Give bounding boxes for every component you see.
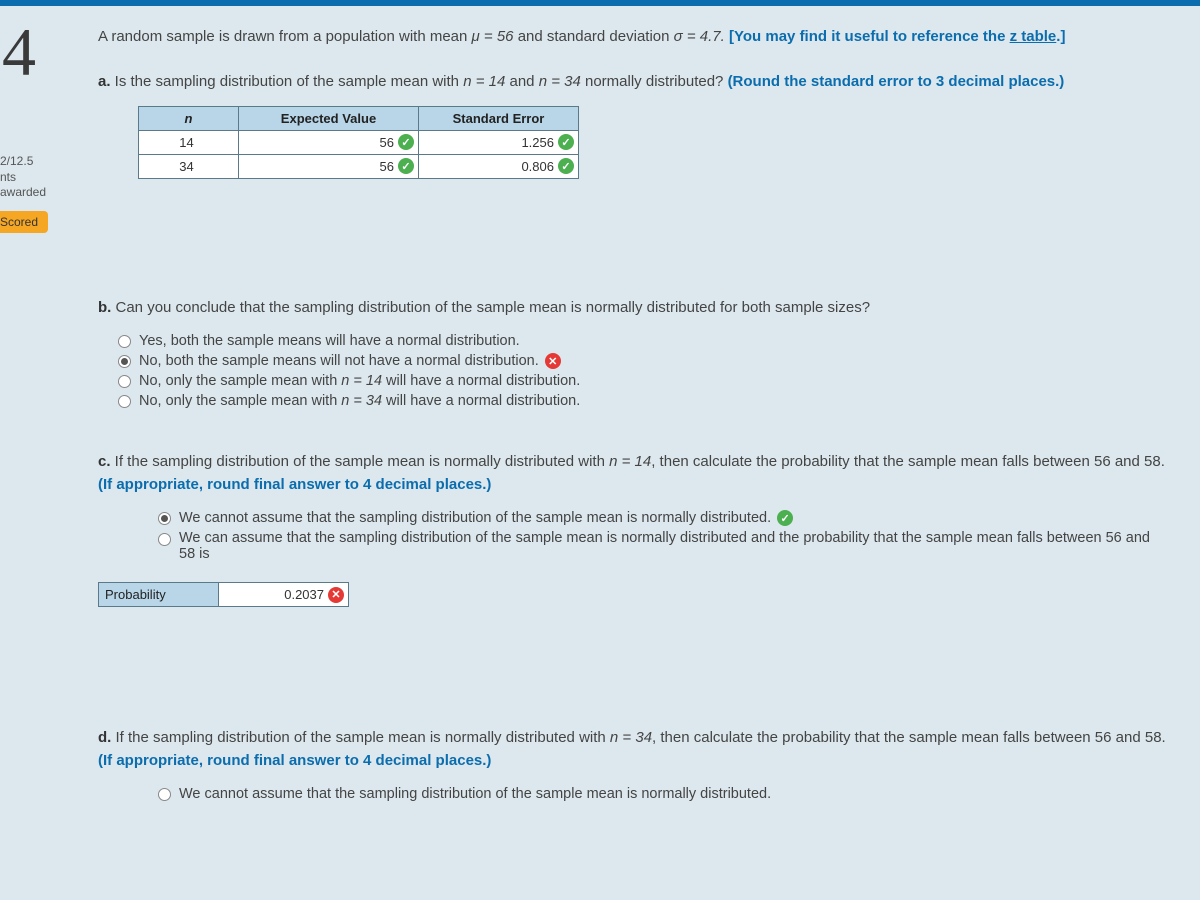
points-awarded: 2/12.5 nts awarded bbox=[0, 154, 60, 201]
pa-t3: normally distributed? bbox=[581, 73, 728, 90]
part-b-prompt: b. Can you conclude that the sampling di… bbox=[98, 297, 1170, 320]
pa-t1: Is the sampling distribution of the samp… bbox=[111, 73, 464, 90]
prob-cell[interactable]: 0.2037✕ bbox=[219, 583, 348, 606]
pb-text: Can you conclude that the sampling distr… bbox=[111, 299, 870, 316]
check-icon: ✓ bbox=[558, 134, 574, 150]
prob-label: Probability bbox=[99, 583, 219, 607]
pd-hint: (If appropriate, round final answer to 4… bbox=[98, 752, 491, 769]
option-c1[interactable]: We cannot assume that the sampling distr… bbox=[158, 508, 1170, 528]
hint-prefix: [You may find it useful to reference the bbox=[725, 28, 1010, 45]
cell-n-1[interactable]: 14 bbox=[139, 131, 238, 154]
part-c-prompt: c. If the sampling distribution of the s… bbox=[98, 451, 1170, 496]
part-d-prompt: d. If the sampling distribution of the s… bbox=[98, 727, 1170, 772]
question-number: 4 bbox=[0, 18, 60, 86]
part-a-prompt: a. Is the sampling distribution of the s… bbox=[98, 71, 1170, 94]
check-icon: ✓ bbox=[398, 158, 414, 174]
part-b-options: Yes, both the sample means will have a n… bbox=[118, 331, 1170, 411]
cell-se-2[interactable]: 0.806✓ bbox=[419, 155, 578, 178]
pc-t2: , then calculate the probability that th… bbox=[651, 453, 1165, 470]
radio-icon bbox=[158, 512, 171, 525]
points-line2: nts awarded bbox=[0, 170, 46, 200]
probability-table: Probability 0.2037✕ bbox=[98, 582, 349, 607]
cell-se-1[interactable]: 1.256✓ bbox=[419, 131, 578, 154]
radio-icon bbox=[158, 788, 171, 801]
cell-ev-2[interactable]: 56✓ bbox=[239, 155, 418, 178]
option-b2[interactable]: No, both the sample means will not have … bbox=[118, 351, 1170, 371]
opt-text: No, only the sample mean with n = 34 wil… bbox=[139, 393, 580, 409]
part-a-label: a. bbox=[98, 73, 111, 90]
main-container: 4 2/12.5 nts awarded Scored A random sam… bbox=[0, 6, 1200, 900]
option-c2[interactable]: We can assume that the sampling distribu… bbox=[158, 528, 1170, 564]
pc-n: n = 14 bbox=[609, 453, 651, 470]
check-icon: ✓ bbox=[558, 158, 574, 174]
points-line1: 2/12.5 bbox=[0, 154, 33, 168]
cell-ev-1[interactable]: 56✓ bbox=[239, 131, 418, 154]
table-row: 14 56✓ 1.256✓ bbox=[139, 130, 579, 154]
opt-text: We cannot assume that the sampling distr… bbox=[179, 510, 771, 526]
radio-icon bbox=[118, 355, 131, 368]
opt-text: We cannot assume that the sampling distr… bbox=[179, 786, 771, 802]
cell-n-2[interactable]: 34 bbox=[139, 155, 238, 178]
radio-icon bbox=[118, 395, 131, 408]
opt-text: No, both the sample means will not have … bbox=[139, 353, 539, 369]
part-b-label: b. bbox=[98, 299, 111, 316]
table-row: 34 56✓ 0.806✓ bbox=[139, 154, 579, 178]
check-icon: ✓ bbox=[777, 510, 793, 526]
pa-n1: n = 14 bbox=[463, 73, 505, 90]
option-d1[interactable]: We cannot assume that the sampling distr… bbox=[158, 784, 1170, 804]
opt-text: Yes, both the sample means will have a n… bbox=[139, 333, 520, 349]
part-d-options: We cannot assume that the sampling distr… bbox=[158, 784, 1170, 804]
sigma-value: σ = 4.7. bbox=[674, 28, 725, 45]
pd-t1: If the sampling distribution of the samp… bbox=[111, 729, 610, 746]
opt-text: We can assume that the sampling distribu… bbox=[179, 530, 1159, 562]
option-b1[interactable]: Yes, both the sample means will have a n… bbox=[118, 331, 1170, 351]
intro-text: A random sample is drawn from a populati… bbox=[98, 28, 472, 45]
pa-hint: (Round the standard error to 3 decimal p… bbox=[728, 73, 1065, 90]
z-table-link[interactable]: z table bbox=[1010, 28, 1057, 45]
sidebar: 4 2/12.5 nts awarded Scored bbox=[0, 6, 60, 900]
pc-t1: If the sampling distribution of the samp… bbox=[111, 453, 610, 470]
pd-t2: , then calculate the probability that th… bbox=[652, 729, 1166, 746]
intro-text2: and standard deviation bbox=[514, 28, 674, 45]
pa-n2: n = 34 bbox=[539, 73, 581, 90]
opt-text: No, only the sample mean with n = 14 wil… bbox=[139, 373, 580, 389]
question-intro: A random sample is drawn from a populati… bbox=[98, 26, 1170, 47]
th-ev: Expected Value bbox=[239, 106, 419, 130]
radio-icon bbox=[118, 375, 131, 388]
scored-badge: Scored bbox=[0, 211, 48, 233]
pa-t2: and bbox=[505, 73, 538, 90]
part-c-options: We cannot assume that the sampling distr… bbox=[158, 508, 1170, 564]
part-d-label: d. bbox=[98, 729, 111, 746]
radio-icon bbox=[158, 533, 171, 546]
mu-value: μ = 56 bbox=[472, 28, 514, 45]
th-n: n bbox=[139, 106, 239, 130]
hint-suffix: .] bbox=[1056, 28, 1065, 45]
check-icon: ✓ bbox=[398, 134, 414, 150]
part-a-table: n Expected Value Standard Error 14 56✓ 1… bbox=[138, 106, 579, 179]
pc-hint: (If appropriate, round final answer to 4… bbox=[98, 476, 491, 493]
question-content: A random sample is drawn from a populati… bbox=[60, 6, 1200, 900]
option-b3[interactable]: No, only the sample mean with n = 14 wil… bbox=[118, 371, 1170, 391]
radio-icon bbox=[118, 335, 131, 348]
part-c-label: c. bbox=[98, 453, 111, 470]
option-b4[interactable]: No, only the sample mean with n = 34 wil… bbox=[118, 391, 1170, 411]
pd-n: n = 34 bbox=[610, 729, 652, 746]
x-icon: ✕ bbox=[328, 587, 344, 603]
th-se: Standard Error bbox=[419, 106, 579, 130]
x-icon: ✕ bbox=[545, 353, 561, 369]
